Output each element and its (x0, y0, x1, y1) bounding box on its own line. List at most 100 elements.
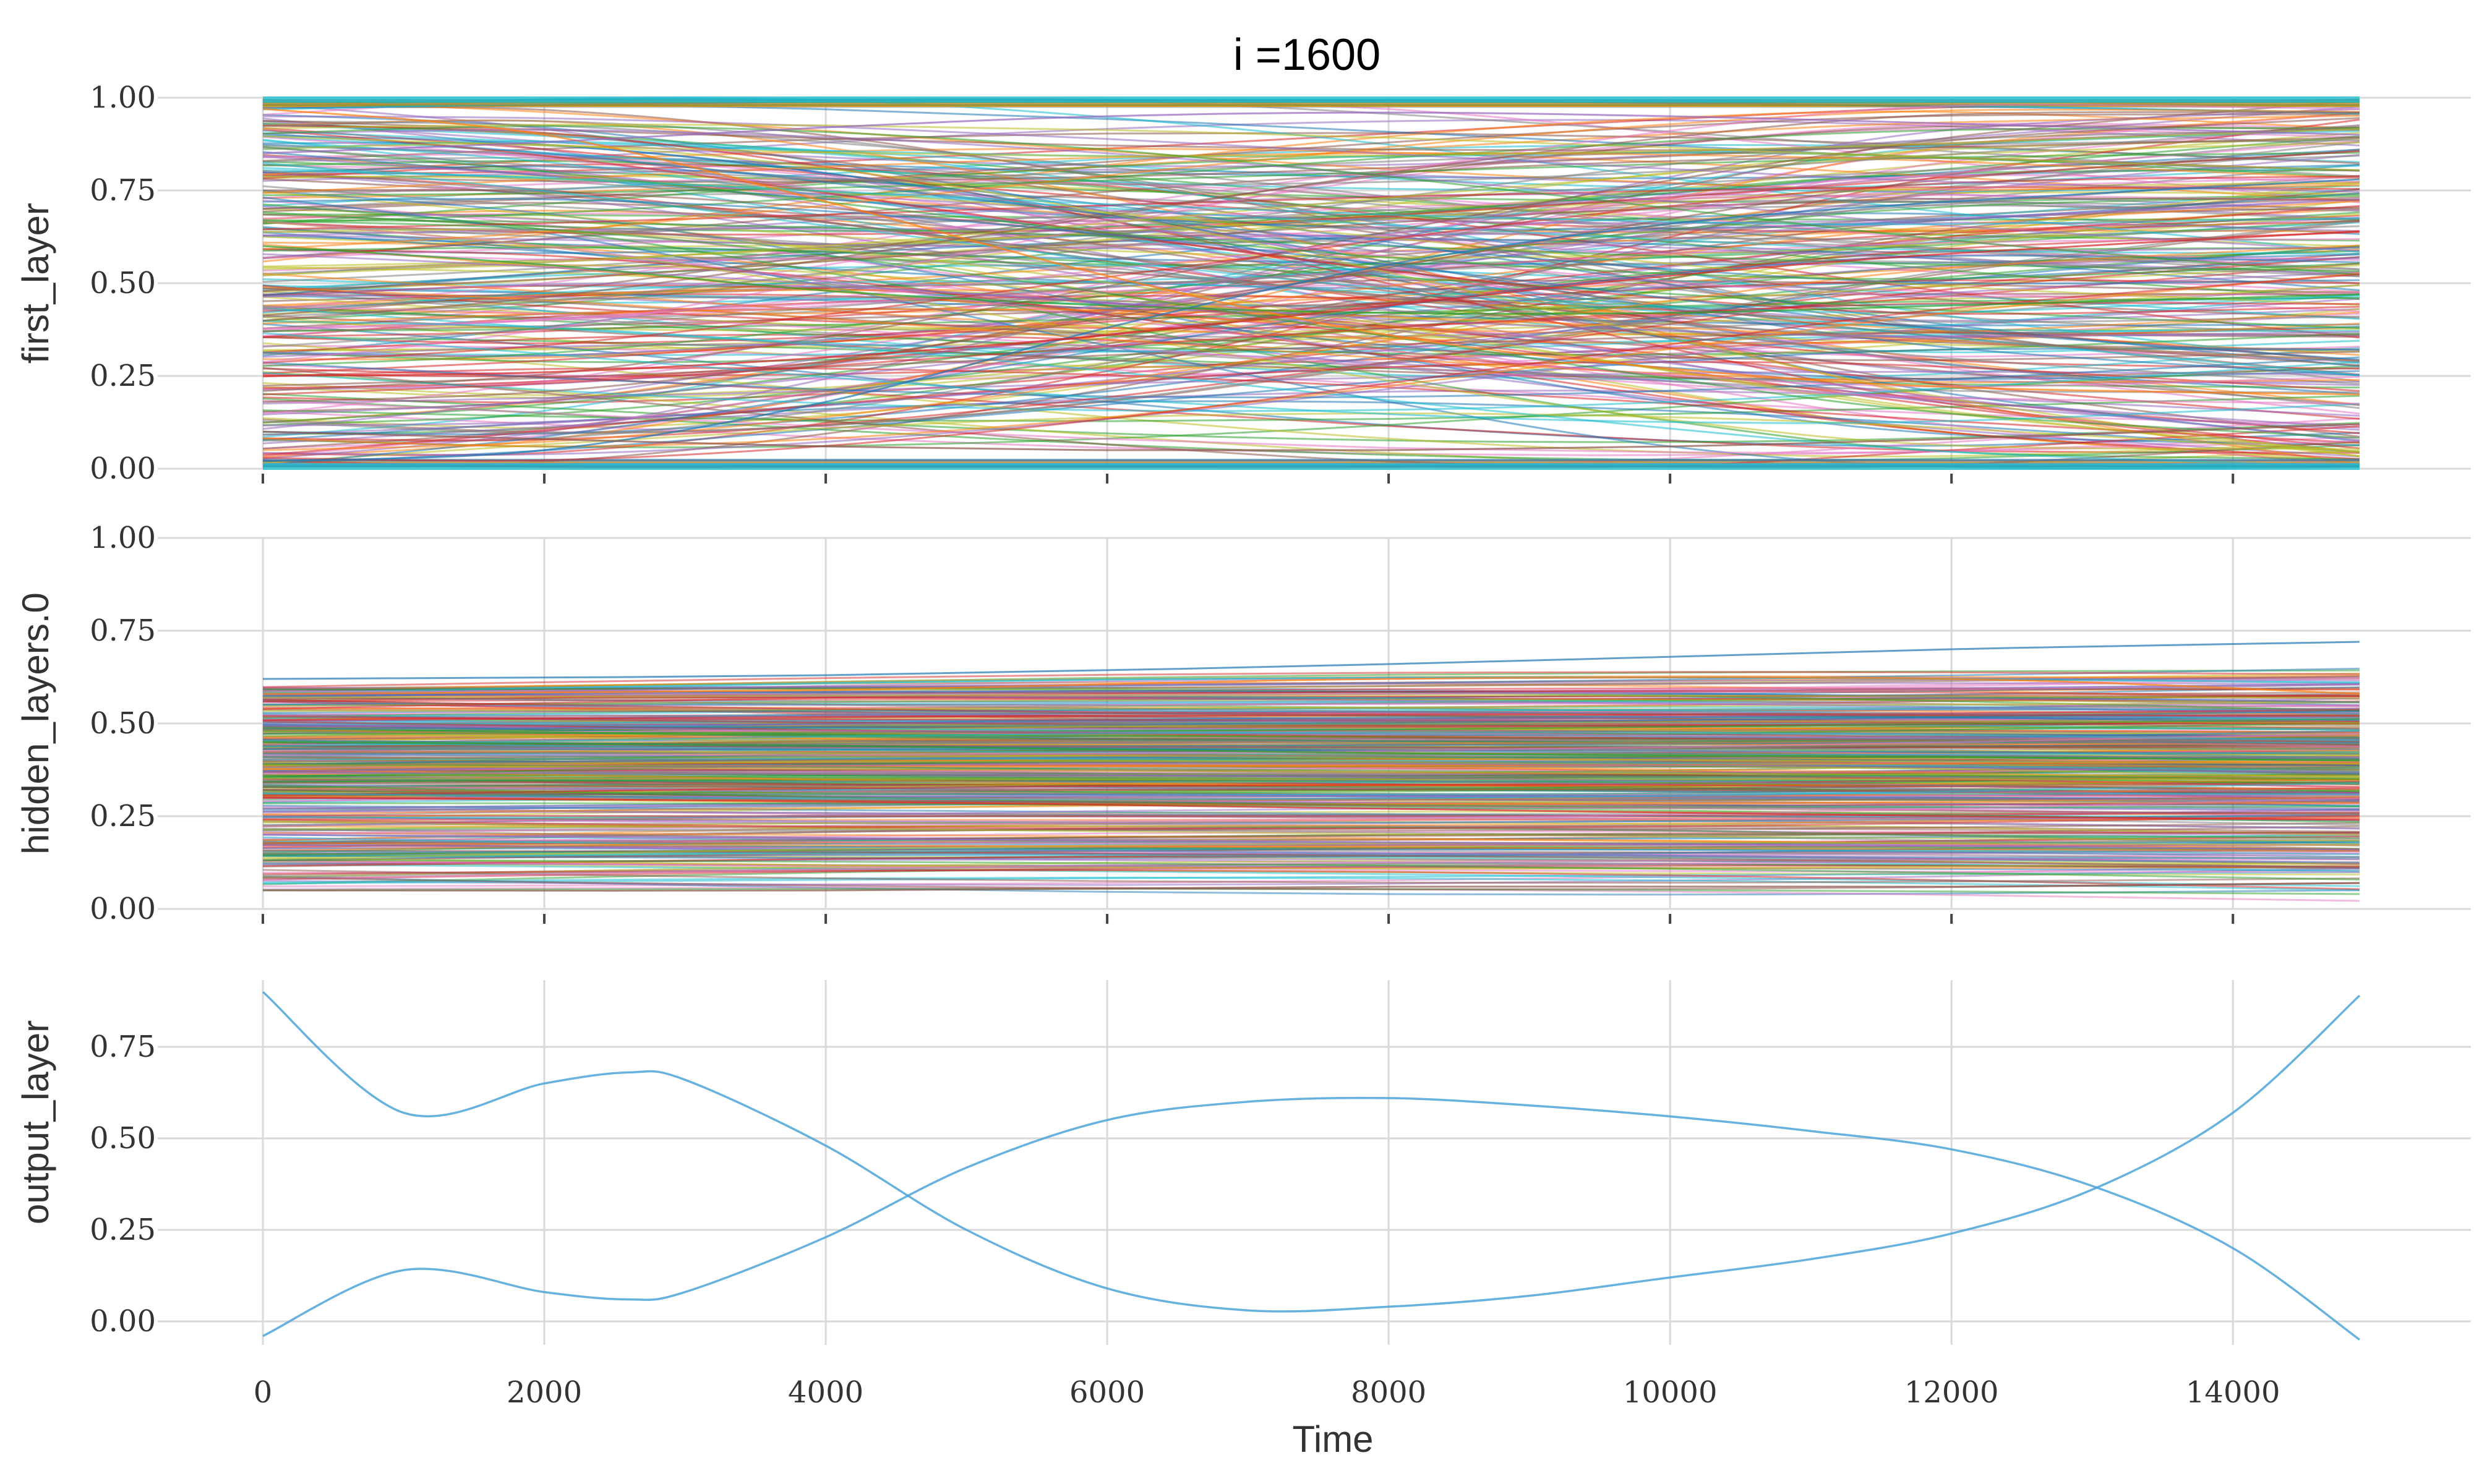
series-line (262, 254, 2360, 467)
series-line (262, 129, 2360, 252)
series-line (262, 757, 2360, 773)
series-line (262, 135, 2360, 298)
series-line (262, 641, 2360, 680)
series-line (262, 701, 2360, 712)
series-line (262, 718, 2360, 735)
series-line (262, 119, 2360, 383)
series-line (262, 315, 2360, 380)
series-line (262, 302, 2360, 396)
series-line (262, 246, 2360, 330)
series-line (262, 286, 2360, 383)
x-tick-label: 8000 (1351, 1375, 1426, 1410)
x-tick-label: 10000 (1623, 1375, 1718, 1410)
series-line (262, 287, 2360, 362)
series-line (262, 772, 2360, 795)
series-line (262, 690, 2360, 710)
series-line (262, 842, 2360, 860)
y-axis-label: hidden_layers.0 (15, 592, 56, 855)
series-line (262, 871, 2360, 885)
y-tick-label: 0.75 (90, 1030, 156, 1064)
series-line (262, 423, 2360, 452)
series-line (262, 869, 2360, 884)
series-line (262, 111, 2360, 322)
series-line (262, 108, 2360, 396)
series-line (262, 123, 2360, 171)
series-line (262, 124, 2360, 450)
series-line (262, 817, 2360, 835)
series-line (262, 227, 2360, 275)
series-line (262, 297, 2360, 332)
series-line (262, 111, 2360, 155)
y-tick-label: 0.25 (90, 799, 156, 834)
series-line (262, 257, 2360, 416)
series-line (262, 802, 2360, 824)
series-line (262, 155, 2360, 224)
series-line (262, 859, 2360, 881)
x-tick-label: 12000 (1904, 1375, 1999, 1410)
series-line (262, 723, 2360, 741)
series-line (262, 869, 2360, 890)
series-line (262, 821, 2360, 842)
x-tick-label: 6000 (1069, 1375, 1145, 1410)
series-line (262, 360, 2360, 456)
series-line (262, 394, 2360, 422)
series-line (262, 671, 2360, 688)
series-line (262, 305, 2360, 405)
series-line (262, 348, 2360, 466)
series-line (262, 356, 2360, 399)
series-line (262, 181, 2360, 396)
series-line (262, 272, 2360, 448)
series-line (262, 882, 2360, 892)
first-layer-panel: 0.00 0.25 0.50 0.75 1.00 first_layer (15, 80, 2471, 486)
y-tick-label: 0.00 (90, 451, 156, 486)
series-line (262, 782, 2360, 801)
y-tick-label: 0.00 (90, 1304, 156, 1339)
series-line (262, 332, 2360, 424)
series-line (262, 746, 2360, 765)
y-tick-label: 1.00 (90, 80, 156, 115)
series-line (262, 198, 2360, 361)
x-axis-label: Time (1292, 1418, 1373, 1460)
series-line (262, 849, 2360, 869)
series-line (262, 860, 2360, 873)
series-line (262, 412, 2360, 464)
series-line (262, 308, 2360, 393)
y-tick-label: 0.50 (90, 266, 156, 301)
y-tick-label: 0.25 (90, 1213, 156, 1247)
hidden-layers-panel: 0.00 0.25 0.50 0.75 1.00 hidden_layers.0 (15, 521, 2471, 926)
series-line (262, 759, 2360, 778)
series-line (262, 194, 2360, 260)
x-tick-label: 0 (254, 1375, 273, 1410)
series-line (262, 991, 2361, 1313)
series-line (262, 777, 2360, 780)
series-line (262, 260, 2360, 348)
series-line (262, 320, 2360, 468)
x-tick-label: 14000 (2186, 1375, 2280, 1410)
series-line (262, 167, 2360, 226)
series-line (262, 796, 2360, 821)
series-line (262, 714, 2360, 722)
series-line (262, 762, 2360, 774)
series-line (262, 731, 2360, 748)
series-line (262, 296, 2360, 362)
series-line (262, 814, 2360, 830)
series-line (262, 145, 2360, 280)
y-tick-label: 0.50 (90, 1121, 156, 1156)
y-tick-label: 1.00 (90, 521, 156, 555)
series-group (262, 641, 2360, 902)
y-tick-label: 0.75 (90, 173, 156, 208)
series-line (262, 128, 2360, 158)
series-line (262, 153, 2360, 357)
series-line (262, 228, 2360, 385)
series-line (262, 245, 2360, 315)
series-line (262, 244, 2360, 451)
y-tick-label: 0.25 (90, 359, 156, 393)
chart-title: i =1600 (1233, 30, 1380, 80)
series-line (262, 797, 2360, 822)
series-line (262, 197, 2360, 292)
series-line (262, 108, 2360, 250)
output-layer-panel: 0.00 0.25 0.50 0.75 0 2000 4000 6000 8000 10000 12… (15, 980, 2471, 1460)
y-axis-label: output_layer (15, 1020, 56, 1224)
series-line (262, 843, 2360, 864)
series-line (262, 699, 2360, 715)
